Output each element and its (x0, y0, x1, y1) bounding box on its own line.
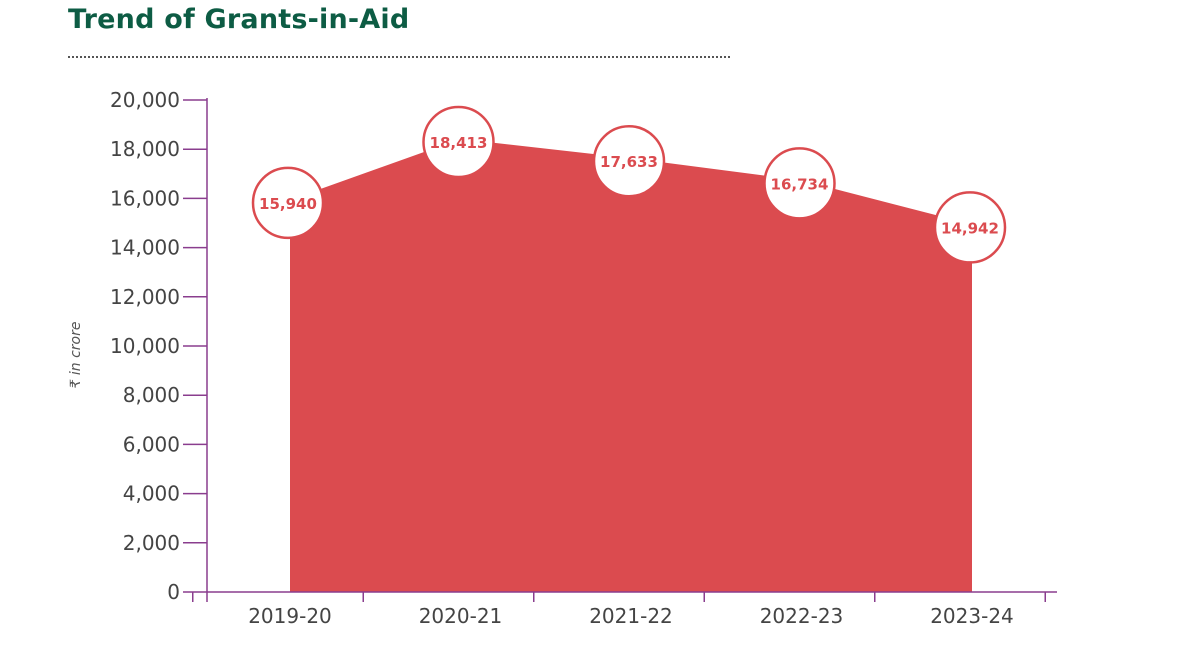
data-label: 14,942 (941, 219, 999, 237)
y-tick-label: 20,000 (110, 88, 180, 112)
x-tick-label: 2020-21 (419, 604, 503, 628)
y-tick-label: 8,000 (123, 383, 180, 407)
data-labels: 15,940 18,413 17,633 16,734 14,942 (251, 105, 1007, 264)
data-label-circle (592, 124, 666, 198)
y-tick-label: 16,000 (110, 186, 180, 210)
data-label-circle (422, 105, 495, 179)
y-axis-title: ₹ in crore (68, 322, 84, 389)
x-tick-label: 2023-24 (930, 604, 1014, 628)
data-label: 18,413 (430, 134, 488, 152)
x-tick-label: 2021-22 (589, 604, 673, 628)
y-tick-label: 14,000 (110, 236, 180, 260)
y-tick-label: 10,000 (110, 334, 180, 358)
data-label-circle (933, 191, 1007, 264)
area-layer (290, 139, 972, 592)
area-series (290, 139, 972, 592)
data-label: 15,940 (259, 195, 317, 213)
y-tick-label: 2,000 (123, 531, 180, 555)
y-tick-label: 4,000 (123, 482, 180, 506)
data-label: 17,633 (600, 153, 658, 171)
chart-title: Trend of Grants-in-Aid (68, 4, 410, 35)
y-tick-label: 12,000 (110, 285, 180, 309)
x-tick-label: 2022-23 (760, 604, 844, 628)
y-tick-label: 6,000 (123, 432, 180, 456)
y-tick-label: 18,000 (110, 137, 180, 161)
y-tick-label: 0 (167, 580, 180, 604)
axes: 0 2,000 4,000 6,000 8,000 10,000 12,000 14,000 1… (68, 88, 1057, 628)
data-label: 16,734 (771, 175, 829, 193)
title-divider (68, 56, 730, 58)
data-label-circle (763, 147, 836, 220)
data-label-circle (251, 166, 325, 240)
x-tick-label: 2019-20 (248, 604, 332, 628)
